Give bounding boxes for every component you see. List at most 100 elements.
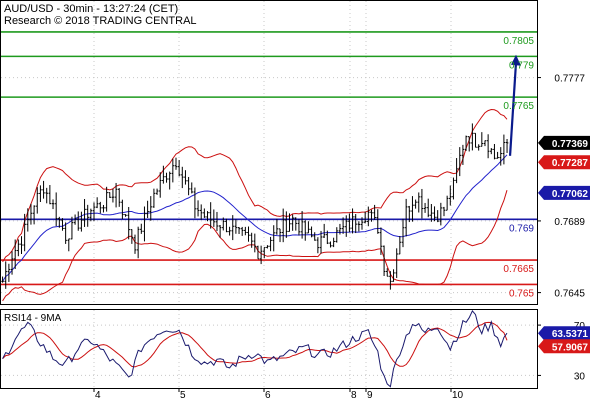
candle — [23, 213, 26, 252]
candle — [376, 209, 380, 234]
candle — [206, 211, 209, 222]
candle — [291, 214, 294, 231]
candle — [486, 134, 490, 159]
price-gridlines — [1, 1, 537, 304]
moving-average — [2, 154, 508, 282]
candle — [20, 236, 23, 254]
x-tick-label: 5 — [180, 390, 186, 400]
candle — [285, 211, 288, 238]
candle — [225, 218, 228, 233]
level-label: 0.765 — [509, 288, 534, 299]
candle — [452, 177, 455, 200]
candle — [266, 245, 269, 249]
bollinger-tag: 0.77287 — [538, 155, 590, 170]
candle — [184, 170, 187, 185]
candle — [95, 197, 99, 209]
candle — [133, 234, 137, 254]
candle — [439, 202, 443, 226]
x-tick-label: 6 — [265, 390, 271, 400]
candle — [461, 144, 465, 165]
candle — [458, 147, 462, 177]
candle — [215, 211, 219, 232]
candle — [464, 135, 468, 151]
candle — [212, 209, 216, 227]
candle — [240, 226, 244, 236]
candle — [338, 223, 342, 235]
candle — [1, 276, 4, 283]
candle — [136, 226, 140, 259]
candle — [294, 217, 298, 231]
candle — [297, 219, 301, 236]
svg-text:0.77369: 0.77369 — [552, 139, 589, 150]
candle — [165, 172, 168, 183]
svg-text:63.5371: 63.5371 — [552, 329, 589, 340]
candle — [395, 248, 398, 278]
candle — [250, 232, 253, 248]
rsi-panel-frame — [0, 309, 538, 389]
candle — [180, 166, 184, 189]
candle — [127, 206, 130, 240]
candle — [269, 236, 272, 252]
x-tick-label: 4 — [95, 390, 101, 400]
candle — [45, 187, 49, 204]
rsi-ma-line — [2, 321, 508, 368]
candle — [417, 192, 421, 213]
candle — [140, 223, 143, 234]
candle — [426, 198, 430, 218]
candle — [436, 210, 439, 223]
candle — [89, 208, 93, 222]
y-tick-label: 0.7689 — [554, 217, 585, 228]
rsi-gridlines — [1, 310, 537, 388]
candle — [392, 269, 395, 282]
candle — [379, 227, 383, 255]
candle — [326, 230, 329, 245]
candle — [190, 182, 194, 194]
candle — [130, 229, 134, 244]
candle — [111, 188, 115, 203]
candle — [370, 209, 373, 222]
candle — [448, 185, 452, 206]
candle — [26, 208, 30, 232]
candle — [152, 188, 156, 208]
candle — [67, 238, 71, 252]
candle — [17, 239, 20, 257]
candle — [480, 132, 484, 147]
candle — [300, 211, 304, 239]
candle — [117, 188, 121, 207]
candle — [13, 239, 17, 269]
svg-text:0.77062: 0.77062 — [552, 189, 589, 200]
price-panel-frame — [0, 0, 538, 305]
candle — [420, 188, 424, 219]
candle — [505, 139, 509, 153]
level-label: 0.769 — [509, 223, 534, 234]
candle — [398, 235, 402, 255]
candle — [385, 268, 389, 277]
candle — [404, 198, 408, 237]
candle — [471, 123, 474, 151]
candle — [108, 192, 112, 198]
svg-text:0.77287: 0.77287 — [552, 158, 589, 169]
candle — [35, 187, 39, 214]
candle — [496, 151, 499, 159]
candle — [29, 203, 33, 225]
candle — [228, 226, 231, 236]
candle — [92, 202, 96, 221]
candle — [105, 186, 108, 212]
candle — [493, 143, 496, 160]
candle — [58, 216, 61, 228]
candle — [262, 246, 266, 259]
candle — [332, 237, 335, 248]
level-label: 0.779 — [509, 60, 534, 71]
candle — [313, 232, 317, 241]
candle — [502, 134, 506, 165]
candle — [363, 211, 367, 224]
candle — [408, 205, 411, 223]
rsi-ma-tag: 57.9067 — [538, 339, 590, 354]
candle — [489, 148, 493, 155]
candle — [389, 271, 392, 290]
candle — [221, 217, 225, 231]
candle — [423, 202, 427, 213]
candle — [316, 237, 320, 254]
candle — [10, 251, 14, 275]
